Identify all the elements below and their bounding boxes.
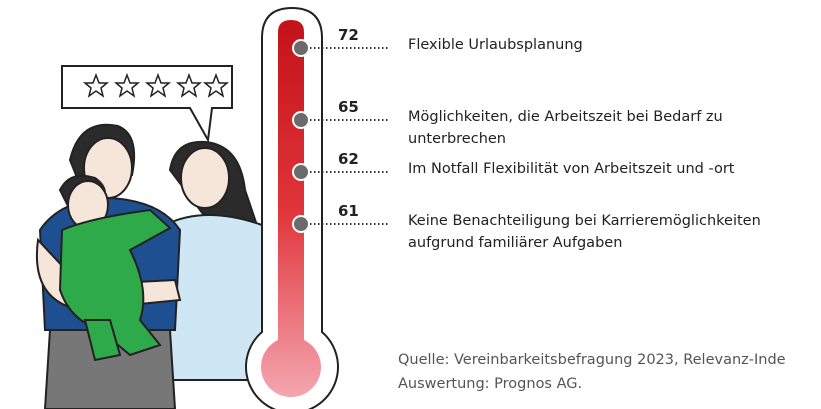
item-label: Möglichkeiten, die Arbeitszeit bei Bedar…	[408, 106, 748, 150]
source: Quelle: Vereinbarkeitsbefragung 2023, Re…	[398, 352, 786, 368]
illustration	[0, 0, 821, 409]
item-value: 65	[338, 98, 359, 116]
thermometer	[246, 8, 338, 409]
page: Quelle: Vereinbarkeitsbefragung 2023, Re…	[0, 0, 821, 409]
marker-dot	[293, 164, 309, 180]
item-label: Flexible Urlaubsplanung	[408, 34, 808, 56]
item-label: Im Notfall Flexibilität von Arbeitszeit …	[408, 158, 808, 180]
item-value: 72	[338, 26, 359, 44]
item-value: 62	[338, 150, 359, 168]
marker-dot	[293, 216, 309, 232]
marker-dot	[293, 40, 309, 56]
marker-dot	[293, 112, 309, 128]
item-value: 61	[338, 202, 359, 220]
item-label: Keine Benachteiligung bei Karrieremöglic…	[408, 210, 808, 254]
analysis: Auswertung: Prognos AG.	[398, 376, 582, 392]
